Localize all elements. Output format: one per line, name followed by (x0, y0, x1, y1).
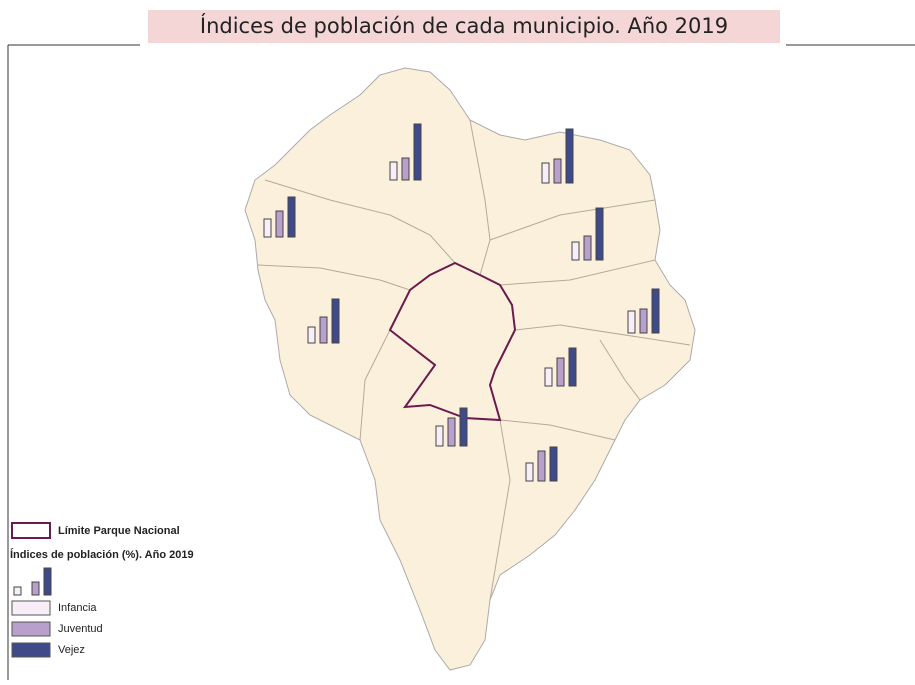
bar (549, 446, 558, 482)
bar (389, 161, 398, 181)
title-box (148, 10, 780, 43)
bar (275, 210, 284, 238)
bar (525, 462, 534, 482)
bar (639, 308, 648, 334)
legend-label: Juventud (58, 623, 103, 635)
legend-swatch (11, 621, 51, 637)
legend-label: Vejez (58, 644, 85, 656)
legend-swatch (11, 642, 51, 658)
bar (571, 241, 580, 261)
bar (447, 417, 456, 447)
bar (651, 288, 660, 334)
bar (537, 450, 546, 482)
bar (553, 158, 562, 184)
legend-swatch (11, 600, 51, 616)
park-boundary (388, 261, 517, 422)
bar (413, 123, 422, 181)
park-legend-swatch (11, 522, 51, 539)
municipal-borders (257, 119, 691, 601)
bar (307, 326, 316, 344)
bar (287, 196, 296, 238)
bar (263, 218, 272, 238)
bar (556, 357, 565, 387)
bar (331, 298, 340, 344)
bar (595, 207, 604, 261)
legend-park: Límite Parque Nacional (58, 525, 180, 537)
title: Índices de población de cada municipio. … (200, 13, 728, 38)
bar (541, 162, 550, 184)
bar (627, 310, 636, 334)
bar (544, 367, 553, 387)
frame (7, 44, 915, 680)
legend-icon (13, 567, 52, 596)
legend-label: Infancia (58, 602, 97, 614)
bar (568, 347, 577, 387)
island (244, 67, 696, 671)
bar (565, 128, 574, 184)
bar (401, 157, 410, 181)
bar (319, 316, 328, 344)
bar (435, 425, 444, 447)
bar (459, 407, 468, 447)
legend-heading: Índices de población (%). Año 2019 (10, 548, 194, 561)
bar (583, 235, 592, 261)
